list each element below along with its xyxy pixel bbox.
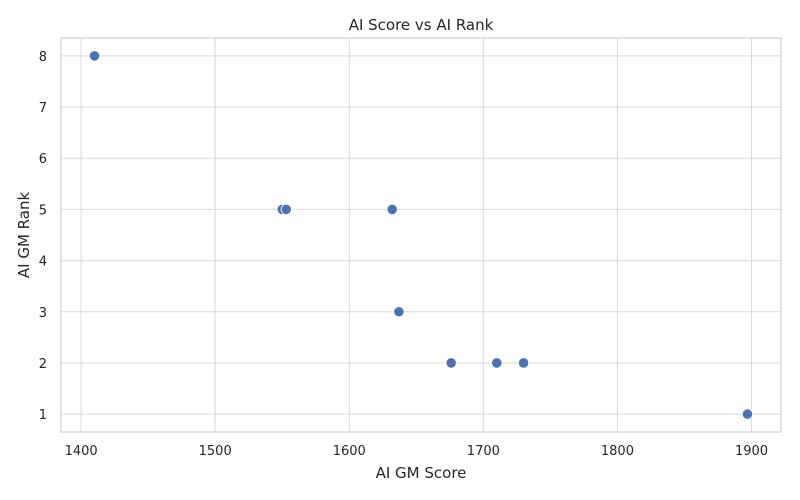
data-point (393, 306, 405, 318)
y-axis-ticks: 1 2 3 4 5 6 7 8 (39, 50, 47, 423)
y-axis-label: AI GM Rank (15, 192, 33, 279)
x-axis-label: AI GM Score (376, 464, 467, 482)
data-point (517, 357, 530, 369)
x-tick-label: 1700 (467, 444, 500, 459)
y-tick-label: 1 (39, 408, 47, 423)
chart-title: AI Score vs AI Rank (349, 16, 494, 34)
y-tick-label: 8 (39, 50, 47, 65)
x-tick-label: 1900 (735, 444, 768, 459)
y-tick-label: 3 (39, 306, 47, 321)
y-tick-label: 5 (39, 203, 47, 218)
y-tick-label: 4 (39, 255, 47, 270)
data-point (88, 50, 101, 62)
y-tick-label: 2 (39, 357, 47, 372)
plot-frame (60, 37, 782, 433)
x-tick-label: 1800 (601, 444, 634, 459)
data-points (88, 50, 754, 420)
data-point (445, 357, 457, 369)
data-point (741, 408, 754, 420)
x-axis-ticks: 1400 1500 1600 1700 1800 1900 (65, 444, 768, 459)
y-tick-label: 7 (39, 101, 47, 116)
data-point (386, 203, 398, 216)
x-tick-label: 1500 (199, 444, 232, 459)
grid-lines (61, 38, 781, 432)
x-tick-label: 1600 (333, 444, 366, 459)
y-tick-label: 6 (39, 152, 47, 167)
x-tick-label: 1400 (65, 444, 98, 459)
data-point (280, 203, 292, 216)
data-point (491, 357, 503, 369)
